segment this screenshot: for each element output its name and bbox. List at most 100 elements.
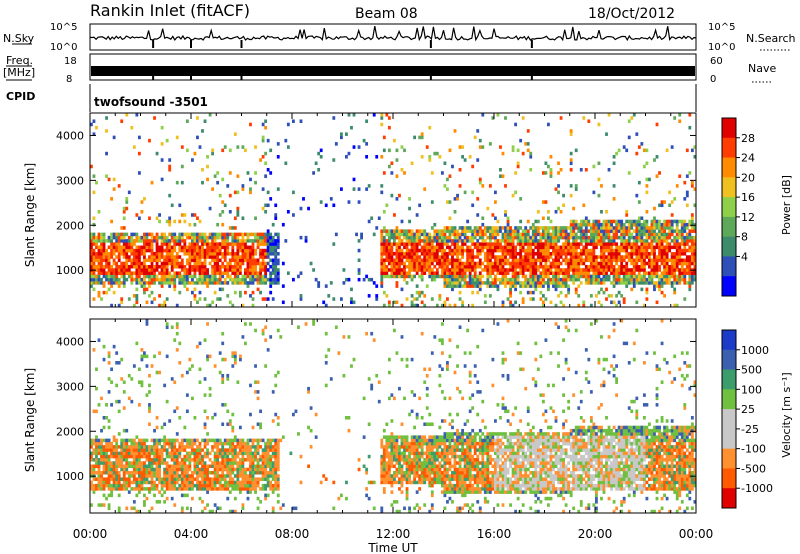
echo-cell: [266, 239, 270, 243]
echo-cell: [163, 242, 167, 246]
echo-cell: [143, 274, 146, 279]
echo-cell: [357, 200, 361, 204]
echo-cell: [110, 271, 114, 275]
echo-cell: [655, 258, 659, 263]
echo-cell: [254, 252, 257, 256]
echo-cell: [453, 210, 457, 214]
echo-cell: [453, 252, 457, 256]
echo-cell: [256, 235, 260, 240]
echo-cell: [211, 187, 215, 191]
echo-cell: [645, 148, 649, 153]
echo-cell: [201, 264, 204, 269]
echo-cell: [653, 255, 656, 259]
echo-cell: [170, 467, 174, 472]
echo-cell: [438, 232, 442, 237]
echo-cell: [95, 268, 98, 272]
echo-cell: [534, 281, 538, 285]
echo-cell: [592, 271, 596, 275]
echo-cell: [115, 438, 119, 443]
echo-cell: [607, 242, 611, 246]
echo-cell: [602, 248, 606, 253]
echo-cell: [259, 248, 262, 253]
echo-cell: [665, 239, 669, 243]
echo-cell: [241, 467, 245, 472]
echo-cell: [137, 281, 141, 285]
echo-cell: [329, 281, 333, 285]
echo-cell: [226, 252, 230, 256]
echo-cell: [577, 277, 581, 282]
echo-cell: [574, 219, 578, 224]
echo-cell: [637, 200, 641, 204]
echo-cell: [403, 232, 406, 237]
echo-cell: [292, 277, 295, 282]
echo-cell: [155, 487, 159, 491]
echo-cell: [690, 271, 694, 275]
echo-cell: [185, 474, 189, 478]
echo-cell: [446, 255, 449, 259]
echo-cell: [165, 235, 169, 240]
echo-cell: [597, 277, 601, 282]
echo-cell: [107, 467, 111, 472]
echo-cell: [211, 416, 215, 420]
echo-cell: [238, 261, 242, 266]
echo-cell: [244, 268, 247, 272]
echo-cell: [173, 277, 177, 282]
echo-cell: [650, 271, 654, 275]
echo-cell: [92, 190, 96, 195]
echo-cell: [226, 242, 230, 246]
echo-cell: [420, 290, 424, 295]
echo-cell: [516, 242, 520, 246]
echo-cell: [130, 252, 134, 256]
echo-cell: [102, 461, 106, 465]
echo-cell: [269, 245, 273, 250]
echo-cell: [642, 148, 646, 153]
echo-cell: [572, 277, 576, 282]
echo-cell: [132, 261, 136, 266]
echo-cell: [559, 261, 563, 266]
echo-cell: [531, 255, 535, 259]
echo-cell: [653, 252, 656, 256]
echo-cell: [221, 357, 225, 362]
echo-cell: [693, 245, 697, 250]
echo-cell: [125, 261, 129, 266]
echo-cell: [413, 248, 417, 253]
echo-cell: [673, 235, 677, 240]
echo-cell: [180, 467, 184, 472]
echo-cell: [685, 193, 689, 198]
echo-cell: [180, 509, 184, 514]
echo-cell: [453, 281, 457, 285]
echo-cell: [102, 448, 106, 452]
echo-cell: [693, 155, 697, 159]
echo-cell: [564, 242, 568, 246]
echo-cell: [683, 235, 687, 240]
echo-cell: [203, 438, 207, 443]
echo-cell: [577, 294, 581, 298]
echo-cell: [390, 232, 394, 237]
echo-cell: [504, 261, 507, 266]
echo-cell: [635, 245, 639, 250]
echo-cell: [420, 300, 424, 305]
echo-cell: [486, 252, 490, 256]
echo-cell: [589, 229, 593, 233]
echo-cell: [579, 232, 583, 237]
echo-cell: [112, 258, 116, 263]
echo-cell: [478, 248, 482, 253]
echo-cell: [110, 470, 114, 475]
echo-cell: [198, 281, 202, 285]
echo-cell: [125, 200, 129, 204]
echo-cell: [148, 373, 151, 378]
echo-cell: [539, 297, 543, 301]
echo-cell: [218, 454, 222, 459]
echo-cell: [132, 255, 136, 259]
echo-cell: [107, 239, 111, 243]
echo-cell: [249, 271, 252, 275]
echo-cell: [254, 277, 257, 282]
echo-cell: [203, 232, 207, 237]
echo-cell: [105, 151, 108, 156]
echo-cell: [140, 380, 144, 384]
echo-cell: [549, 171, 553, 175]
echo-cell: [673, 219, 677, 224]
echo-cell: [536, 242, 540, 246]
echo-cell: [476, 264, 480, 269]
echo-cell: [117, 281, 121, 285]
